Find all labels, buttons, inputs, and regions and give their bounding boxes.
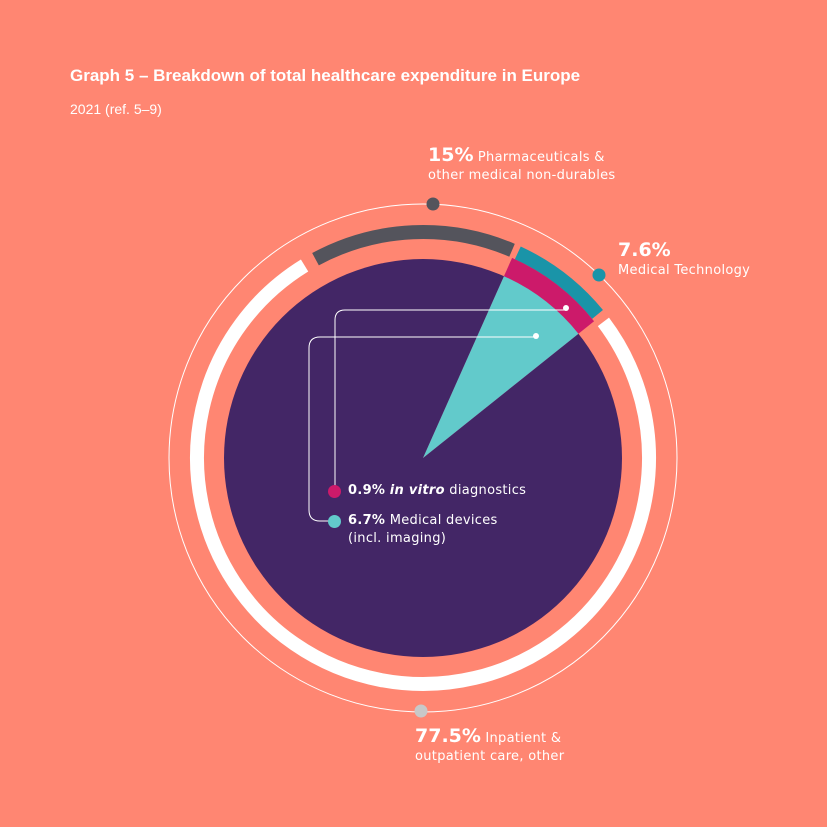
label-ivd: 0.9% in vitro diagnostics	[348, 482, 526, 500]
text-inpatient-line2: outpatient care, other	[415, 749, 565, 764]
chart-subtitle: 2021 (ref. 5–9)	[70, 101, 162, 117]
label-pharmaceuticals: 15% Pharmaceuticals & other medical non-…	[428, 146, 616, 185]
text-medical-technology: Medical Technology	[618, 263, 751, 278]
pct-devices: 6.7%	[348, 513, 386, 528]
dot-ivd	[328, 485, 341, 498]
leader-end-devices	[533, 333, 539, 339]
leader-end-ivd	[563, 305, 569, 311]
leader-line-devices	[308, 336, 536, 522]
segment-medical-technology	[514, 246, 603, 319]
marker-medical-technology	[592, 268, 606, 282]
label-medical-technology: 7.6% Medical Technology	[618, 241, 750, 280]
pct-pharmaceuticals: 15%	[428, 144, 474, 166]
marker-pharmaceuticals	[426, 197, 440, 211]
text-pharmaceuticals-line1: Pharmaceuticals &	[477, 150, 605, 165]
pct-medical-technology: 7.6%	[618, 239, 671, 261]
text-devices-line2: (incl. imaging)	[348, 531, 447, 546]
segment-inpatient	[190, 259, 656, 691]
chart-title: Graph 5 – Breakdown of total healthcare …	[70, 66, 581, 85]
text-ivd-italic: in vitro	[389, 483, 445, 498]
text-pharmaceuticals-line2: other medical non-durables	[428, 168, 616, 183]
label-inpatient: 77.5% Inpatient & outpatient care, other	[415, 727, 564, 766]
wedge-medical-devices	[423, 276, 579, 458]
marker-inpatient	[414, 704, 428, 718]
text-devices-line1: Medical devices	[389, 513, 498, 528]
label-devices: 6.7% Medical devices (incl. imaging)	[348, 512, 498, 548]
leader-line-ivd	[334, 309, 566, 491]
pct-ivd: 0.9%	[348, 483, 386, 498]
pct-inpatient: 77.5%	[415, 725, 481, 747]
text-inpatient-line1: Inpatient &	[485, 731, 562, 746]
dot-devices	[328, 515, 341, 528]
text-ivd: diagnostics	[449, 483, 527, 498]
segment-pharmaceuticals	[312, 225, 515, 266]
